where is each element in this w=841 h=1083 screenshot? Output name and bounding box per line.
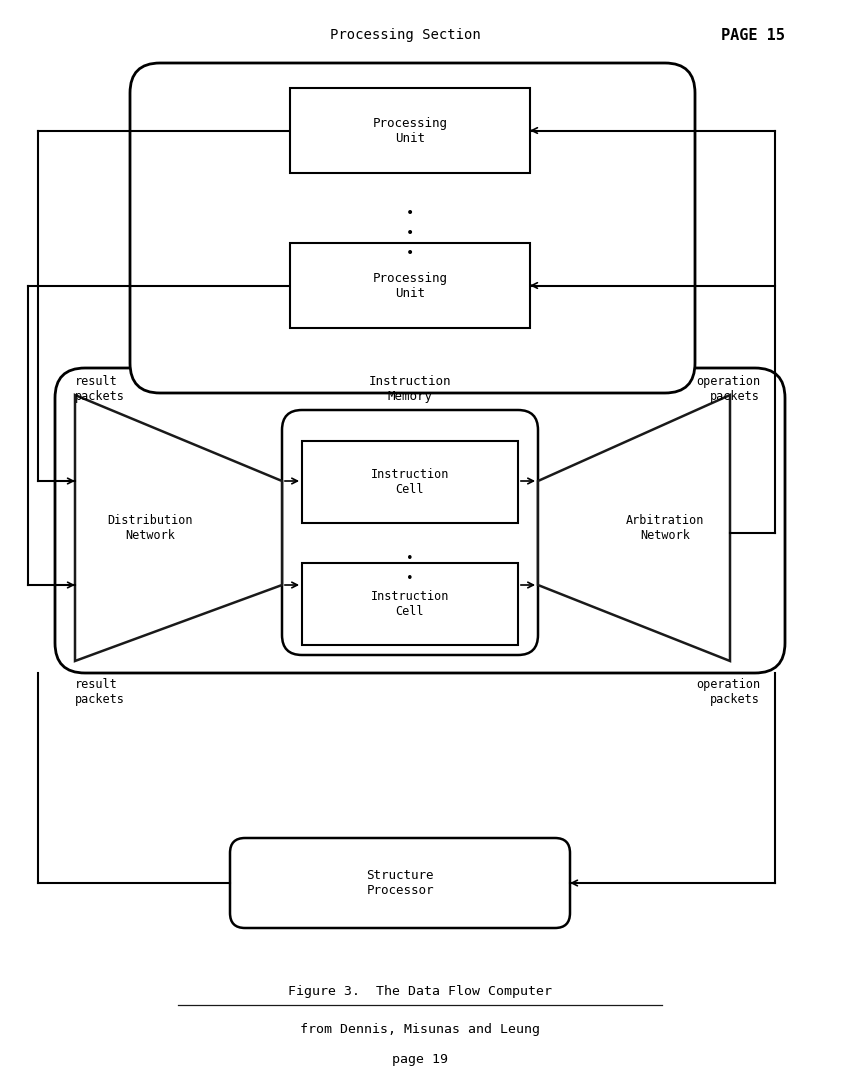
Text: •: • <box>406 246 414 260</box>
Text: •: • <box>406 206 414 220</box>
Text: operation
packets: operation packets <box>696 678 760 706</box>
Text: Instruction
Cell: Instruction Cell <box>371 468 449 496</box>
Bar <box>302 563 518 645</box>
Text: Structure
Processor: Structure Processor <box>366 869 434 897</box>
FancyBboxPatch shape <box>230 838 570 928</box>
Bar <box>302 441 518 523</box>
Text: •: • <box>406 226 414 240</box>
Text: result
packets: result packets <box>75 375 124 403</box>
Text: Figure 3.  The Data Flow Computer: Figure 3. The Data Flow Computer <box>288 984 552 997</box>
Bar <box>290 243 530 328</box>
Text: •: • <box>406 551 414 564</box>
Text: Processing
Unit: Processing Unit <box>373 272 447 300</box>
Text: result
packets: result packets <box>75 678 124 706</box>
FancyBboxPatch shape <box>282 410 538 655</box>
Text: Processing Section: Processing Section <box>330 28 480 42</box>
FancyBboxPatch shape <box>55 368 785 673</box>
Text: page 19: page 19 <box>392 1053 448 1066</box>
Text: PAGE 15: PAGE 15 <box>721 28 785 43</box>
Polygon shape <box>75 395 282 661</box>
FancyBboxPatch shape <box>130 63 695 393</box>
Bar <box>290 88 530 173</box>
Text: operation
packets: operation packets <box>696 375 760 403</box>
Text: Distribution
Network: Distribution Network <box>108 514 193 542</box>
Text: Instruction
Cell: Instruction Cell <box>371 590 449 618</box>
Text: Processing
Unit: Processing Unit <box>373 117 447 144</box>
Text: •: • <box>406 572 414 585</box>
Text: from Dennis, Misunas and Leung: from Dennis, Misunas and Leung <box>300 1022 540 1035</box>
Text: Arbitration
Network: Arbitration Network <box>626 514 704 542</box>
Polygon shape <box>538 395 730 661</box>
Text: Instruction
Memory: Instruction Memory <box>368 375 452 403</box>
